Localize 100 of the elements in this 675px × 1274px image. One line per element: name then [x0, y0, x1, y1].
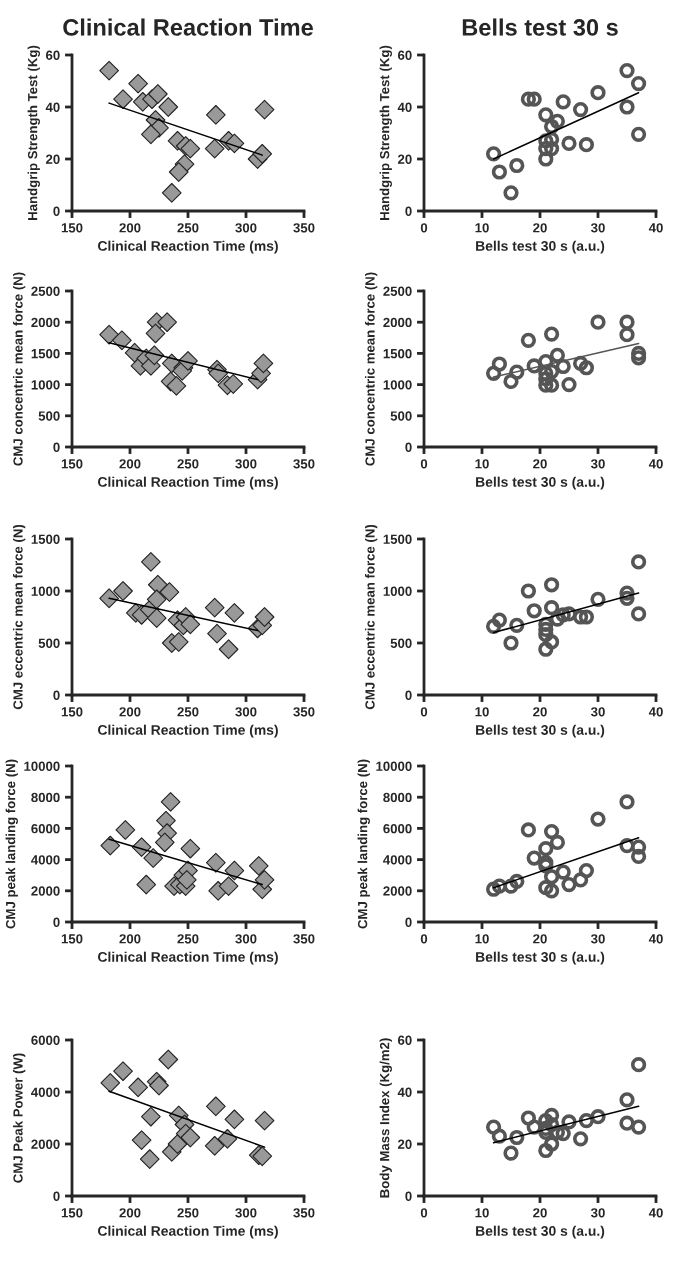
y-tick-label: 0	[405, 442, 412, 452]
y-tick-label: 2000	[31, 317, 60, 328]
y-tick-label: 0	[405, 690, 412, 700]
x-tick-label: 10	[475, 459, 489, 469]
x-tick-label: 350	[293, 223, 315, 233]
x-tick-label: 40	[648, 707, 663, 717]
x-tick-label: 300	[235, 707, 257, 717]
y-tick-label: 2000	[383, 886, 412, 896]
chart-title: Clinical Reaction Time	[63, 18, 313, 36]
y-axis-title: Handgrip Strength Test (Kg)	[379, 45, 392, 220]
x-tick-label: 30	[590, 707, 605, 717]
y-tick-label: 20	[397, 1139, 412, 1149]
x-tick-label: 20	[533, 707, 547, 717]
y-axis-title: CMJ concentric mean force (N)	[364, 272, 378, 466]
x-tick-label: 350	[293, 707, 315, 717]
x-tick-label: 350	[293, 934, 315, 944]
y-tick-label: 40	[397, 1087, 412, 1097]
x-tick-label: 350	[293, 1208, 315, 1218]
y-axis-title: CMJ peak landing force (N)	[5, 759, 18, 929]
y-tick-label: 60	[398, 1035, 412, 1045]
y-tick-label: 500	[38, 638, 60, 648]
y-tick-label: 2000	[383, 317, 412, 328]
x-tick-label: 250	[177, 459, 199, 469]
y-tick-label: 20	[397, 154, 412, 164]
y-tick-label: 40	[397, 102, 412, 112]
y-tick-label: 0	[53, 917, 60, 927]
y-tick-label: 8000	[31, 792, 60, 803]
y-tick-label: 0	[405, 206, 412, 216]
y-axis-title: Handgrip Strength Test (Kg)	[27, 45, 40, 220]
x-tick-label: 20	[533, 223, 547, 233]
y-tick-label: 1500	[31, 534, 60, 544]
y-tick-label: 20	[45, 154, 60, 164]
chart-title: Bells test 30 s	[462, 18, 618, 36]
x-axis-title: Bells test 30 s (a.u.)	[476, 1225, 605, 1239]
y-tick-label: 4000	[31, 855, 60, 865]
y-tick-label: 6000	[31, 823, 60, 834]
x-tick-label: 40	[648, 223, 663, 233]
x-tick-label: 250	[177, 934, 199, 944]
y-tick-label: 0	[53, 206, 60, 216]
x-axis-title: Bells test 30 s (a.u.)	[476, 476, 605, 490]
x-tick-label: 10	[475, 1208, 489, 1218]
y-tick-label: 0	[405, 917, 412, 927]
x-tick-label: 0	[420, 934, 428, 944]
y-tick-label: 500	[38, 411, 60, 421]
y-tick-label: 0	[53, 1191, 60, 1201]
x-tick-label: 250	[177, 707, 199, 717]
x-tick-label: 250	[177, 1208, 199, 1218]
y-tick-label: 0	[405, 1191, 412, 1201]
y-tick-label: 0	[53, 442, 60, 452]
y-tick-label: 60	[46, 50, 60, 60]
x-axis-title: Clinical Reaction Time (ms)	[98, 476, 278, 490]
x-axis-title: Clinical Reaction Time (ms)	[98, 951, 278, 965]
x-tick-label: 30	[590, 934, 605, 944]
y-tick-label: 1000	[383, 380, 412, 390]
y-axis-title: CMJ concentric mean force (N)	[12, 272, 26, 466]
x-tick-label: 200	[119, 707, 141, 717]
x-tick-label: 300	[235, 934, 257, 944]
y-tick-label: 4000	[383, 855, 412, 865]
y-tick-label: 1000	[31, 586, 60, 596]
y-tick-label: 500	[390, 638, 412, 648]
y-tick-label: 500	[390, 411, 412, 421]
x-tick-label: 30	[590, 223, 605, 233]
y-tick-label: 4000	[31, 1087, 60, 1097]
y-tick-label: 6000	[383, 823, 412, 834]
x-tick-label: 250	[177, 223, 199, 233]
x-tick-label: 300	[235, 459, 257, 469]
x-tick-label: 0	[420, 223, 428, 233]
y-tick-label: 1500	[383, 534, 412, 544]
y-tick-label: 1000	[383, 586, 412, 596]
y-axis-title: CMJ Peak Power (W)	[12, 1053, 26, 1183]
x-tick-label: 40	[648, 1208, 663, 1218]
y-tick-label: 2000	[31, 886, 60, 896]
x-tick-label: 150	[61, 223, 83, 233]
y-axis-title: CMJ eccentric mean force (N)	[364, 524, 378, 710]
x-tick-label: 20	[533, 1208, 547, 1218]
y-tick-label: 60	[398, 50, 412, 60]
x-tick-label: 0	[420, 1208, 428, 1218]
y-tick-label: 0	[53, 690, 60, 700]
x-tick-label: 150	[61, 459, 83, 469]
y-tick-label: 2500	[383, 286, 412, 296]
x-axis-title: Clinical Reaction Time (ms)	[98, 1225, 278, 1239]
y-tick-label: 6000	[31, 1035, 60, 1045]
x-tick-label: 30	[590, 1208, 605, 1218]
x-tick-label: 200	[119, 934, 141, 944]
y-tick-label: 1500	[383, 348, 412, 359]
x-axis-title: Clinical Reaction Time (ms)	[98, 724, 278, 738]
x-tick-label: 20	[533, 459, 547, 469]
x-tick-label: 30	[590, 459, 605, 469]
y-tick-label: 2000	[31, 1139, 60, 1149]
x-tick-label: 200	[119, 1208, 141, 1218]
x-tick-label: 0	[420, 707, 428, 717]
x-tick-label: 300	[235, 1208, 257, 1218]
y-axis-title: Body Mass Index (Kg/m2)	[379, 1038, 392, 1198]
y-tick-label: 1000	[31, 380, 60, 390]
y-tick-label: 40	[45, 102, 60, 112]
x-tick-label: 10	[475, 223, 489, 233]
x-tick-label: 0	[420, 459, 428, 469]
x-tick-label: 350	[293, 459, 315, 469]
x-axis-title: Bells test 30 s (a.u.)	[476, 724, 605, 738]
y-tick-label: 10000	[24, 761, 60, 771]
